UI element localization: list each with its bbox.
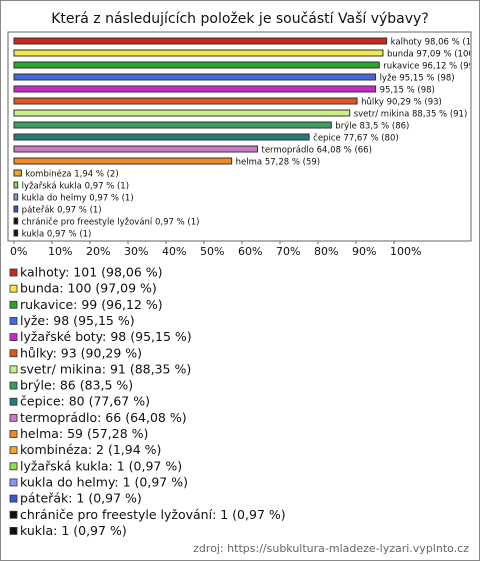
- bar: [13, 157, 233, 165]
- legend-swatch: [9, 349, 18, 358]
- bar: [13, 133, 310, 141]
- bar: [13, 205, 19, 213]
- legend-label: brýle: 86 (83,5 %): [20, 378, 133, 393]
- bar: [13, 169, 22, 177]
- bar: [13, 37, 388, 45]
- bar: [13, 85, 377, 93]
- x-tick-label: 30%: [124, 245, 148, 258]
- legend-swatch: [9, 462, 18, 471]
- data-label: lyže 95,15 % (98): [380, 74, 455, 84]
- x-tick-label: 0%: [10, 245, 27, 258]
- legend-label: lyžařské boty: 98 (95,15 %): [20, 329, 192, 344]
- legend-label: rukavice: 99 (96,12 %): [20, 297, 163, 312]
- bar: [13, 109, 351, 117]
- bar: [13, 49, 384, 57]
- bar: [13, 145, 259, 153]
- legend-label: páteřák: 1 (0,97 %): [20, 491, 142, 506]
- legend-swatch: [9, 446, 18, 455]
- data-label: brýle 83,5 % (86): [335, 122, 409, 132]
- data-label: kukla do helmy 0,97 % (1): [22, 194, 134, 204]
- legend-label: lyže: 98 (95,15 %): [20, 313, 135, 328]
- bar: [13, 181, 19, 189]
- legend-label: bunda: 100 (97,09 %): [20, 281, 157, 296]
- plot: kalhoty 98,06 % (101) bunda 97,09 % (100)…: [13, 37, 479, 240]
- x-tick-label: 60%: [238, 245, 262, 258]
- data-label: helma 57,28 % (59): [236, 158, 320, 168]
- data-label: kalhoty 98,06 % (101): [391, 38, 479, 48]
- x-tick-label: 80%: [314, 245, 338, 258]
- legend-swatch: [9, 317, 18, 325]
- legend-swatch: [9, 365, 18, 374]
- chart-title: Která z následujících položek je součást…: [51, 11, 429, 27]
- legend-swatch: [9, 268, 18, 277]
- data-label: hůlky 90,29 % (93): [361, 97, 442, 108]
- legend-label: kukla do helmy: 1 (0,97 %): [20, 474, 188, 489]
- legend-label: termoprádlo: 66 (64,08 %): [20, 410, 187, 425]
- bar: [13, 217, 19, 225]
- legend-label: čepice: 80 (77,67 %): [20, 394, 150, 409]
- legend-swatch: [9, 478, 18, 487]
- legend-label: lyžařská kukla: 1 (0,97 %): [20, 458, 182, 473]
- x-tick-label: 90%: [352, 245, 376, 258]
- bar: [13, 193, 19, 201]
- plot-frame: [7, 31, 472, 242]
- legend-swatch: [9, 333, 18, 342]
- legend-label: svetr/ mikina: 91 (88,35 %): [20, 361, 191, 376]
- data-label: termoprádlo 64,08 % (66): [262, 146, 372, 156]
- legend-swatch: [9, 381, 18, 390]
- bar: [13, 229, 19, 237]
- legend-label: helma: 59 (57,28 %): [20, 426, 148, 441]
- bar: [13, 61, 380, 69]
- data-label: kukla 0,97 % (1): [22, 230, 92, 240]
- legend-label: chrániče pro freestyle lyžování: 1 (0,97…: [20, 507, 286, 522]
- data-label: rukavice 96,12 % (99): [383, 62, 477, 72]
- data-label: 95,15 % (98): [380, 86, 435, 96]
- data-label: čepice 77,67 % (80): [313, 133, 399, 144]
- bar: [13, 97, 358, 105]
- data-label: páteřák 0,97 % (1): [22, 206, 102, 216]
- source: zdroj: https://subkultura-mladeze-lyzari…: [193, 542, 469, 555]
- data-label: chrániče pro freestyle lyžování 0,97 % (…: [22, 217, 200, 228]
- x-tick-label: 10%: [48, 245, 72, 258]
- data-label: kombinéza 1,94 % (2): [25, 169, 118, 180]
- legend-label: kukla: 1 (0,97 %): [20, 523, 127, 538]
- legend-swatch: [9, 300, 18, 309]
- legend-label: kalhoty: 101 (98,06 %): [20, 265, 163, 280]
- bar: [13, 121, 332, 129]
- x-tick-label: 40%: [162, 245, 186, 258]
- legend-label: kombinéza: 2 (1,94 %): [20, 442, 161, 457]
- legend-swatch: [9, 430, 18, 438]
- legend-label: hůlky: 93 (90,29 %): [20, 345, 142, 360]
- x-tick-label: 20%: [86, 245, 110, 258]
- bar: [13, 73, 377, 81]
- x-tick-label: 50%: [200, 245, 224, 258]
- legend-swatch: [9, 510, 18, 519]
- data-label: svetr/ mikina 88,35 % (91): [354, 110, 468, 120]
- data-label: bunda 97,09 % (100): [387, 50, 477, 60]
- legend-swatch: [9, 413, 18, 422]
- data-label: lyžařská kukla 0,97 % (1): [22, 182, 129, 192]
- legend-swatch: [9, 284, 18, 293]
- x-tick-label: 70%: [276, 245, 300, 258]
- legend-swatch: [9, 494, 18, 503]
- legend-swatch: [9, 397, 18, 406]
- x-tick-label: 100%: [390, 245, 421, 258]
- legend-swatch: [9, 527, 18, 535]
